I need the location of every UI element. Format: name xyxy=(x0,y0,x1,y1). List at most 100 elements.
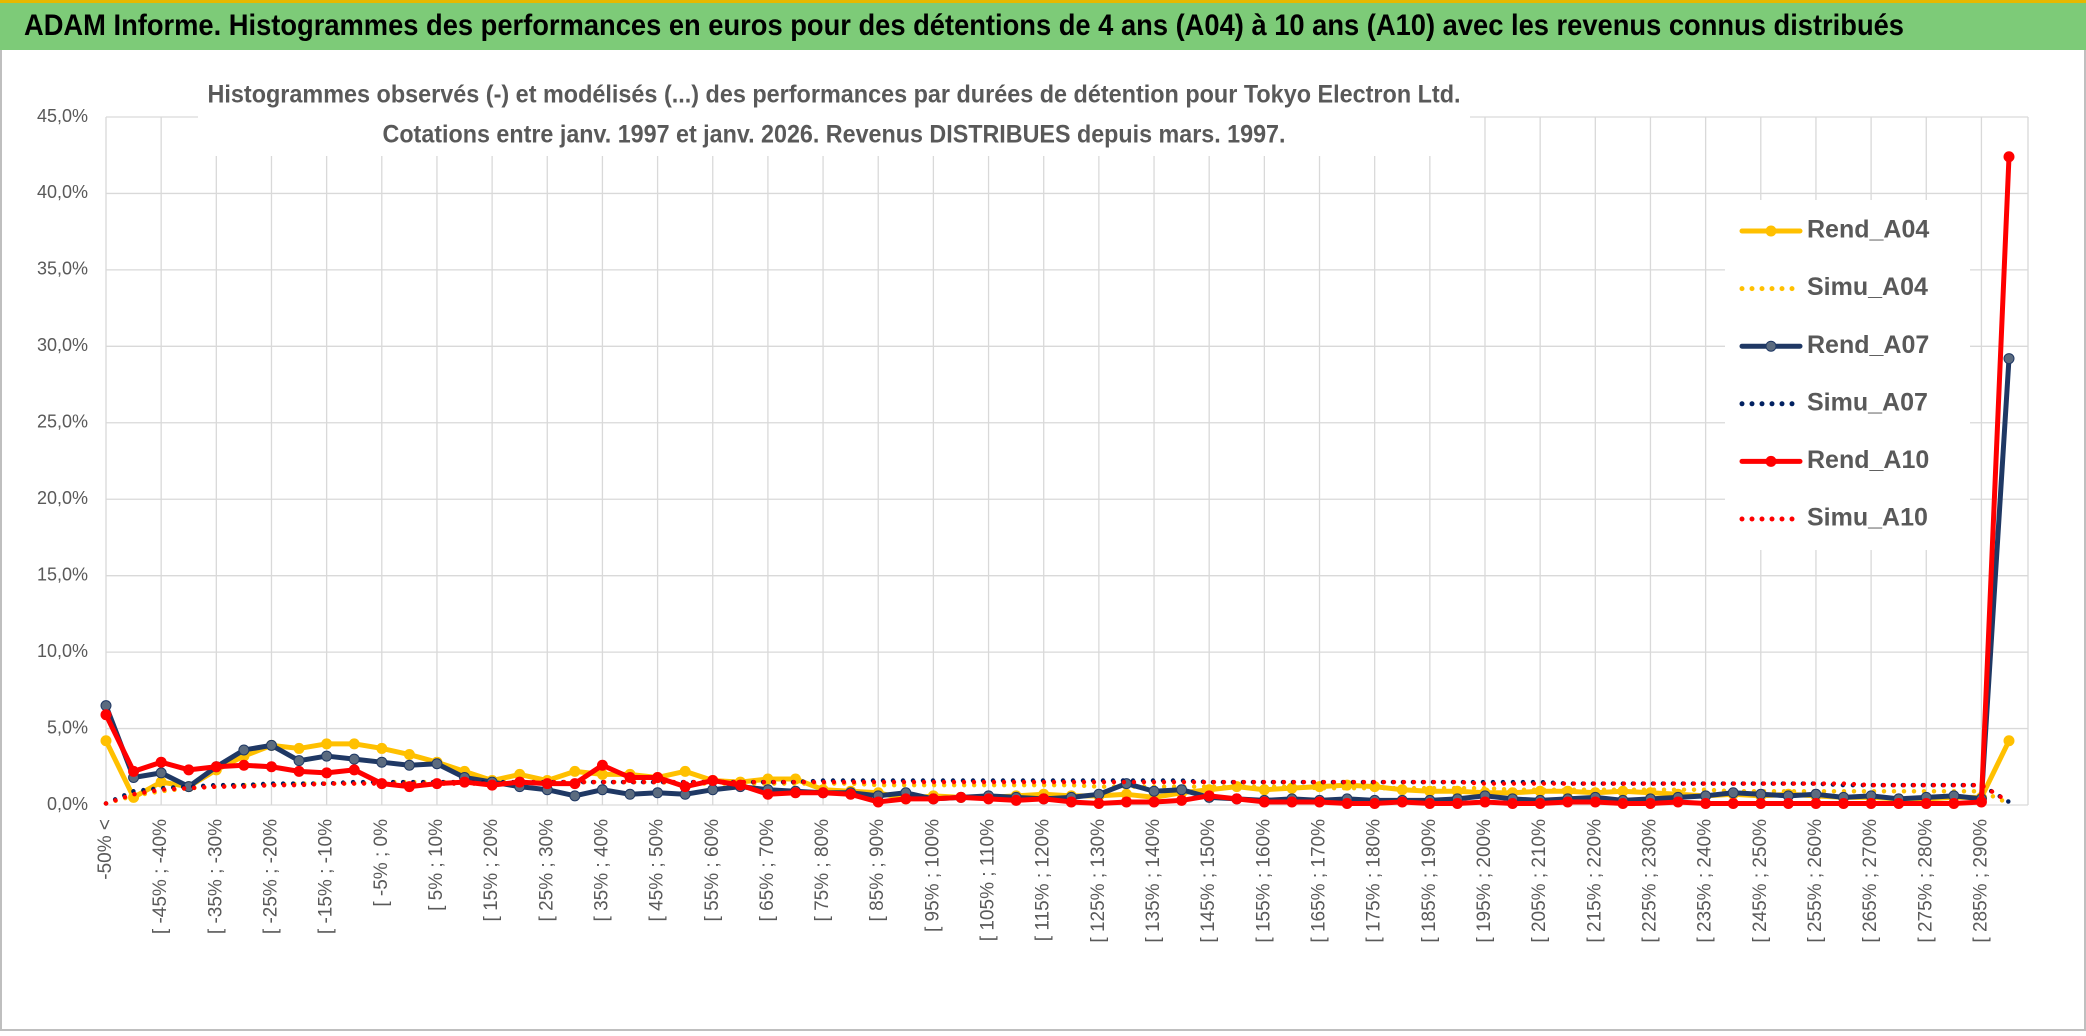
banner-title: ADAM Informe. Histogrammes des performan… xyxy=(24,9,1904,42)
x-tick-label: [ 35% ; 40% xyxy=(591,819,612,922)
point xyxy=(100,709,112,721)
title-box xyxy=(198,78,1470,156)
point xyxy=(1010,794,1022,806)
point xyxy=(1093,788,1105,800)
point xyxy=(348,753,360,765)
x-tick-label: [ -45% ; -40% xyxy=(150,819,171,934)
legend: Rend_A04 Simu_A04 Rend_A07 Simu_A07 Rend_A10… xyxy=(1725,200,1970,550)
banner xyxy=(0,0,2086,50)
point xyxy=(1148,796,1160,808)
point xyxy=(403,759,415,771)
x-tick-label: [ -15% ; -10% xyxy=(316,819,337,934)
legend-label: Simu_A10 xyxy=(1807,504,1928,532)
point xyxy=(1810,797,1822,809)
x-tick-label: [ -35% ; -30% xyxy=(205,819,226,934)
point xyxy=(1920,797,1932,809)
point xyxy=(1176,784,1188,796)
point xyxy=(321,738,333,750)
point xyxy=(569,765,581,777)
point xyxy=(376,756,388,768)
legend-marker xyxy=(1765,455,1777,467)
point xyxy=(817,787,829,799)
point xyxy=(1562,796,1574,808)
x-tick-label: [ 15% ; 20% xyxy=(481,819,502,922)
point xyxy=(1093,797,1105,809)
x-tick-label: [ 175% ; 180% xyxy=(1364,819,1385,943)
point xyxy=(486,779,498,791)
point xyxy=(238,759,250,771)
x-tick-label: [ 225% ; 230% xyxy=(1639,819,1660,943)
point xyxy=(1424,797,1436,809)
x-tick-label: [ 55% ; 60% xyxy=(702,819,723,922)
point xyxy=(652,787,664,799)
point xyxy=(100,700,112,712)
point xyxy=(1755,797,1767,809)
point xyxy=(155,767,167,779)
x-tick-label: [ 285% ; 290% xyxy=(1970,819,1991,943)
point xyxy=(1203,790,1215,802)
point xyxy=(348,764,360,776)
point xyxy=(293,755,305,767)
y-tick-label: 0,0% xyxy=(47,794,88,814)
chart-title: Histogrammes observés (-) et modélisés (… xyxy=(208,81,1461,109)
x-tick-label: [ 85% ; 90% xyxy=(867,819,888,922)
point xyxy=(707,784,719,796)
point xyxy=(1396,784,1408,796)
x-tick-label: [ 185% ; 190% xyxy=(1419,819,1440,943)
point xyxy=(1479,796,1491,808)
point xyxy=(596,759,608,771)
y-tick-label: 35,0% xyxy=(37,259,88,279)
x-tick-label: [ -25% ; -20% xyxy=(260,819,281,934)
point xyxy=(872,796,884,808)
x-tick-label: [ 245% ; 250% xyxy=(1750,819,1771,943)
legend-label: Simu_A07 xyxy=(1807,388,1928,416)
point xyxy=(1700,797,1712,809)
point xyxy=(789,787,801,799)
legend-label: Rend_A07 xyxy=(1807,331,1929,359)
point xyxy=(321,767,333,779)
y-tick-label: 40,0% xyxy=(37,182,88,202)
point xyxy=(1286,796,1298,808)
point xyxy=(1893,797,1905,809)
x-tick-label: [ 205% ; 210% xyxy=(1529,819,1550,943)
legend-label: Rend_A04 xyxy=(1807,216,1929,244)
y-tick-label: 15,0% xyxy=(37,564,88,584)
point xyxy=(1341,797,1353,809)
point xyxy=(1148,785,1160,797)
x-tick-label: [ 25% ; 30% xyxy=(536,819,557,922)
point xyxy=(1865,797,1877,809)
y-tick-label: 30,0% xyxy=(37,335,88,355)
point xyxy=(348,738,360,750)
point xyxy=(1396,796,1408,808)
point xyxy=(155,756,167,768)
point xyxy=(1838,797,1850,809)
point xyxy=(210,761,222,773)
legend-label: Rend_A10 xyxy=(1807,446,1929,474)
point xyxy=(1065,796,1077,808)
point xyxy=(1176,794,1188,806)
x-tick-label: [ 5% ; 10% xyxy=(426,819,447,911)
y-tick-label: 20,0% xyxy=(37,488,88,508)
banner-edge xyxy=(0,0,2086,3)
point xyxy=(2003,735,2015,747)
chart-subtitle: Cotations entre janv. 1997 et janv. 2026… xyxy=(383,121,1286,149)
legend-marker xyxy=(1765,225,1777,237)
point xyxy=(1727,797,1739,809)
point xyxy=(1451,797,1463,809)
point xyxy=(927,793,939,805)
point xyxy=(1369,797,1381,809)
x-tick-label: [ 195% ; 200% xyxy=(1474,819,1495,943)
point xyxy=(1948,797,1960,809)
x-tick-label: [ 275% ; 280% xyxy=(1915,819,1936,943)
y-tick-label: 5,0% xyxy=(47,717,88,737)
point xyxy=(431,758,443,770)
y-tick-label: 45,0% xyxy=(37,106,88,126)
point xyxy=(2003,151,2015,163)
point xyxy=(2003,353,2015,365)
y-tick-label: 25,0% xyxy=(37,412,88,432)
point xyxy=(762,788,774,800)
x-tick-label: [ 235% ; 240% xyxy=(1695,819,1716,943)
point xyxy=(1617,797,1629,809)
x-tick-label: [ 145% ; 150% xyxy=(1198,819,1219,943)
